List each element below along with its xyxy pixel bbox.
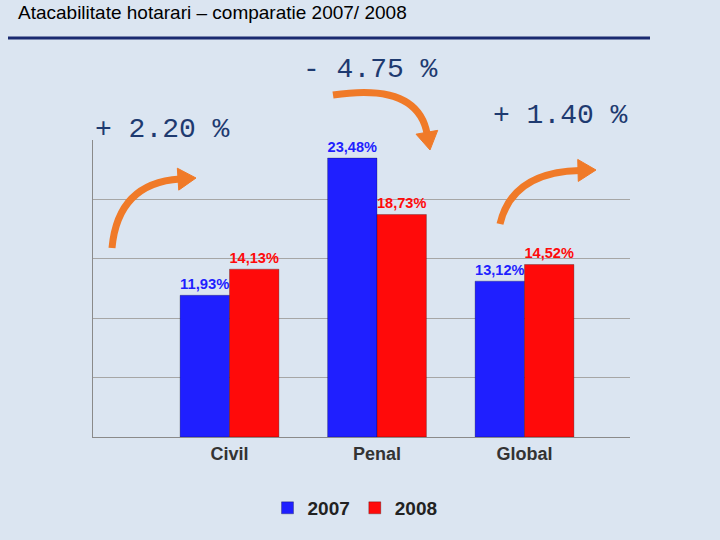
svg-text:2008: 2008 xyxy=(395,498,437,519)
svg-text:11,93%: 11,93% xyxy=(180,276,229,292)
svg-text:18,73%: 18,73% xyxy=(377,195,426,211)
svg-text:Penal: Penal xyxy=(353,444,401,464)
svg-text:23,48%: 23,48% xyxy=(328,139,377,155)
svg-text:Global: Global xyxy=(496,444,552,464)
svg-text:14,52%: 14,52% xyxy=(525,245,574,261)
svg-text:14,13%: 14,13% xyxy=(230,250,279,266)
svg-text:- 4.75 %: - 4.75 % xyxy=(303,54,438,85)
svg-text:+ 2.20 %: + 2.20 % xyxy=(95,114,230,145)
svg-text:13,12%: 13,12% xyxy=(475,262,524,278)
svg-text:2007: 2007 xyxy=(308,498,350,519)
svg-text:+ 1.40 %: + 1.40 % xyxy=(493,100,628,131)
svg-text:Atacabilitate hotarari – compa: Atacabilitate hotarari – comparatie 2007… xyxy=(18,2,407,23)
svg-text:Civil: Civil xyxy=(210,444,248,464)
